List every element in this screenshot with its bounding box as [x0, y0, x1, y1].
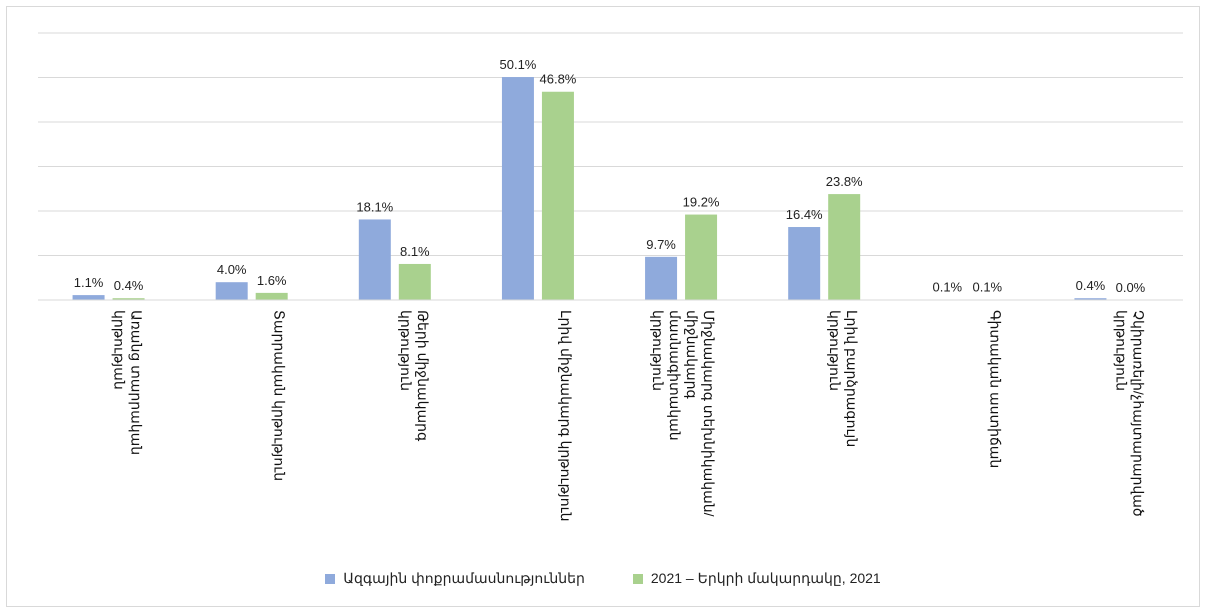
bar: [1074, 298, 1107, 300]
bar: [398, 263, 431, 300]
data-label: 1.6%: [257, 273, 287, 288]
legend: Ազգային փոքրամասնություններ 2021 – Երկրի …: [0, 570, 1206, 587]
legend-item: 2021 – Երկրի մակարդակը, 2021: [632, 570, 881, 587]
bar: [788, 227, 821, 300]
x-tick-label: Չկիրառելի/չհայտարարված կրթություն: [1113, 310, 1147, 517]
bar: [685, 214, 718, 300]
data-label: 0.4%: [1076, 278, 1106, 293]
x-tick-label: Լրիվ բարձրագույն կրթություն: [827, 310, 861, 448]
bar: [72, 295, 105, 300]
data-label: 46.8%: [540, 72, 577, 87]
legend-item: Ազգային փոքրամասնություններ: [325, 570, 585, 587]
legend-swatch: [325, 573, 336, 584]
bar: [255, 292, 288, 300]
bar: [215, 282, 248, 300]
data-label: 4.0%: [217, 262, 247, 277]
x-tick-label: Առանց տարրական կրթության: [111, 310, 145, 456]
bar: [112, 298, 145, 300]
x-tick-label: Լրիվ միջնակարգ կրթություն: [557, 310, 574, 522]
data-label: 19.2%: [683, 195, 720, 210]
data-label: 18.1%: [356, 199, 393, 214]
data-label: 0.1%: [932, 280, 962, 295]
legend-label: Ազգային փոքրամասնություններ: [343, 570, 585, 586]
x-tick-label: Միջնակարգ տեխնիկական/միջնակարգ մասնագիտա…: [650, 310, 718, 517]
bar: [828, 194, 861, 300]
legend-swatch: [632, 573, 643, 584]
bar: [501, 77, 534, 301]
data-label: 16.4%: [786, 207, 823, 222]
x-tick-label: Գիտական աստիճան: [987, 310, 1004, 469]
bar: [541, 91, 574, 301]
data-label: 0.4%: [114, 278, 144, 293]
x-tick-label: Թերի միջնակարգ կրթություն: [397, 310, 431, 442]
x-tick-label: Տարրական կրթություն: [271, 310, 288, 482]
chart-border: [6, 6, 1200, 607]
bar: [358, 219, 391, 300]
data-label: 8.1%: [400, 244, 430, 259]
legend-label: 2021 – Երկրի մակարդակը, 2021: [650, 570, 881, 586]
data-label: 23.8%: [826, 174, 863, 189]
data-label: 50.1%: [500, 57, 537, 72]
data-label: 9.7%: [646, 237, 676, 252]
data-label: 0.1%: [972, 280, 1002, 295]
data-label: 0.0%: [1116, 280, 1146, 295]
data-label: 1.1%: [74, 275, 104, 290]
bar: [645, 256, 678, 300]
